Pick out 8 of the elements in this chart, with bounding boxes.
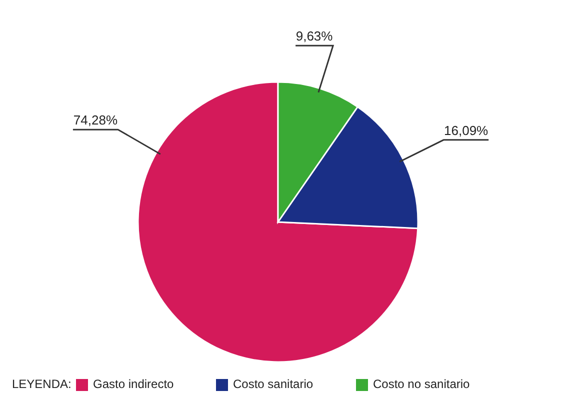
pie-slice (137, 81, 419, 363)
data-label: 74,28% (73, 112, 118, 128)
legend-title: LEYENDA: (12, 377, 72, 392)
data-label: 16,09% (444, 122, 489, 138)
data-label: 9,63% (296, 28, 334, 44)
legend-label: Costo sanitario (233, 377, 314, 392)
legend-label: Costo no sanitario (373, 377, 470, 392)
legend-label: Gasto indirecto (93, 377, 174, 392)
